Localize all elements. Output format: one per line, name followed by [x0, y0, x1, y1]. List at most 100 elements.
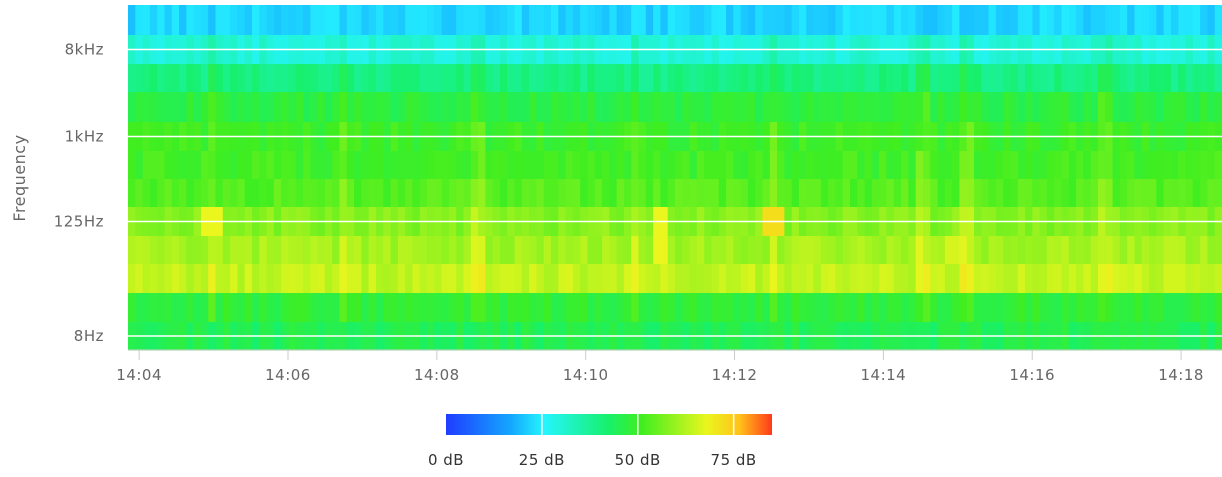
heatmap-cell: [1141, 5, 1150, 36]
heatmap-cell: [930, 264, 939, 294]
heatmap-cell: [1134, 264, 1143, 294]
heatmap-cell: [310, 293, 319, 323]
heatmap-cell: [558, 236, 567, 265]
heatmap-cell: [857, 264, 866, 294]
heatmap-cell: [266, 5, 275, 36]
heatmap-cell: [587, 293, 596, 323]
heatmap-cell: [529, 293, 538, 323]
heatmap-cell: [726, 179, 734, 208]
heatmap-cell: [193, 236, 202, 265]
heatmap-cell: [806, 264, 815, 294]
heatmap-cell: [463, 151, 472, 180]
heatmap-cell: [638, 293, 647, 323]
heatmap-cell: [747, 151, 756, 180]
heatmap-cell: [317, 236, 326, 265]
heatmap-cell: [456, 293, 465, 323]
heatmap-cell: [1141, 92, 1150, 123]
heatmap-cell: [485, 151, 494, 180]
heatmap-cell: [529, 236, 538, 265]
heatmap-cell: [295, 179, 304, 208]
heatmap-cell: [186, 179, 195, 208]
heatmap-cell: [959, 264, 968, 294]
heatmap-cell: [499, 179, 508, 208]
heatmap-cell: [1025, 5, 1033, 36]
heatmap-cell: [135, 92, 144, 123]
heatmap-cell: [1083, 179, 1092, 208]
heatmap-cell: [675, 293, 683, 323]
heatmap-cell: [448, 179, 457, 208]
heatmap-cell: [1170, 264, 1179, 294]
heatmap-cell: [288, 179, 297, 208]
heatmap-cell: [412, 293, 421, 323]
heatmap-cell: [448, 236, 457, 265]
heatmap-cell: [485, 64, 494, 93]
heatmap-cell: [893, 5, 902, 36]
x-tick-label: 14:04: [116, 366, 162, 384]
heatmap-cell: [901, 264, 909, 294]
heatmap-cell: [828, 92, 837, 123]
heatmap-cell: [1127, 92, 1136, 123]
heatmap-cell: [1039, 64, 1048, 93]
heatmap-cell: [135, 151, 144, 180]
heatmap-cell: [820, 293, 829, 323]
heatmap-cell: [689, 264, 698, 294]
heatmap-cell: [558, 64, 567, 93]
heatmap-cell: [871, 236, 880, 265]
heatmap-cell: [886, 92, 895, 123]
heatmap-cell: [478, 92, 486, 123]
heatmap-cell: [251, 64, 260, 93]
heatmap-cell: [995, 92, 1004, 123]
heatmap-cell: [470, 179, 479, 208]
heatmap-cell: [179, 236, 187, 265]
heatmap-cell: [1192, 179, 1201, 208]
heatmap-cell: [1003, 92, 1012, 123]
heatmap-cell: [317, 5, 326, 36]
heatmap-cell: [200, 151, 209, 180]
heatmap-cell: [974, 264, 982, 294]
heatmap-cell: [251, 179, 260, 208]
heatmap-cell: [361, 264, 370, 294]
heatmap-cell: [507, 293, 516, 323]
heatmap-cell: [667, 264, 676, 294]
heatmap-cell: [871, 64, 880, 93]
heatmap-cell: [755, 236, 764, 265]
heatmap-cell: [930, 5, 939, 36]
heatmap-cell: [769, 92, 778, 123]
heatmap-cell: [1163, 92, 1172, 123]
heatmap-cell: [594, 264, 603, 294]
heatmap-cell: [864, 293, 873, 323]
heatmap-cell: [937, 151, 946, 180]
heatmap-cell: [901, 236, 909, 265]
heatmap-cell: [755, 92, 764, 123]
heatmap-cell: [164, 179, 173, 208]
heatmap-cell: [901, 179, 909, 208]
heatmap-cell: [492, 179, 501, 208]
heatmap-cell: [346, 264, 355, 294]
heatmap-cell: [324, 64, 333, 93]
heatmap-cell: [361, 151, 370, 180]
heatmap-cell: [733, 293, 742, 323]
heatmap-cell: [1083, 236, 1092, 265]
heatmap-cell: [835, 92, 844, 123]
heatmap-cell: [784, 179, 793, 208]
heatmap-cell: [871, 5, 880, 36]
heatmap-cell: [711, 179, 720, 208]
heatmap-cell: [1010, 236, 1019, 265]
heatmap-cell: [886, 293, 895, 323]
heatmap-cell: [798, 5, 807, 36]
heatmap-cell: [689, 64, 698, 93]
heatmap-cell: [427, 5, 435, 36]
heatmap-cell: [251, 264, 260, 294]
heatmap-cell: [186, 151, 195, 180]
heatmap-cell: [1170, 64, 1179, 93]
heatmap-cell: [675, 151, 683, 180]
heatmap-cell: [995, 293, 1004, 323]
heatmap-cell: [828, 236, 837, 265]
heatmap-cell: [492, 151, 501, 180]
heatmap-cell: [915, 236, 924, 265]
heatmap-cell: [682, 5, 691, 36]
heatmap-cell: [543, 92, 552, 123]
heatmap-cell: [1170, 92, 1179, 123]
heatmap-cell: [135, 293, 144, 323]
heatmap-cell: [281, 151, 290, 180]
